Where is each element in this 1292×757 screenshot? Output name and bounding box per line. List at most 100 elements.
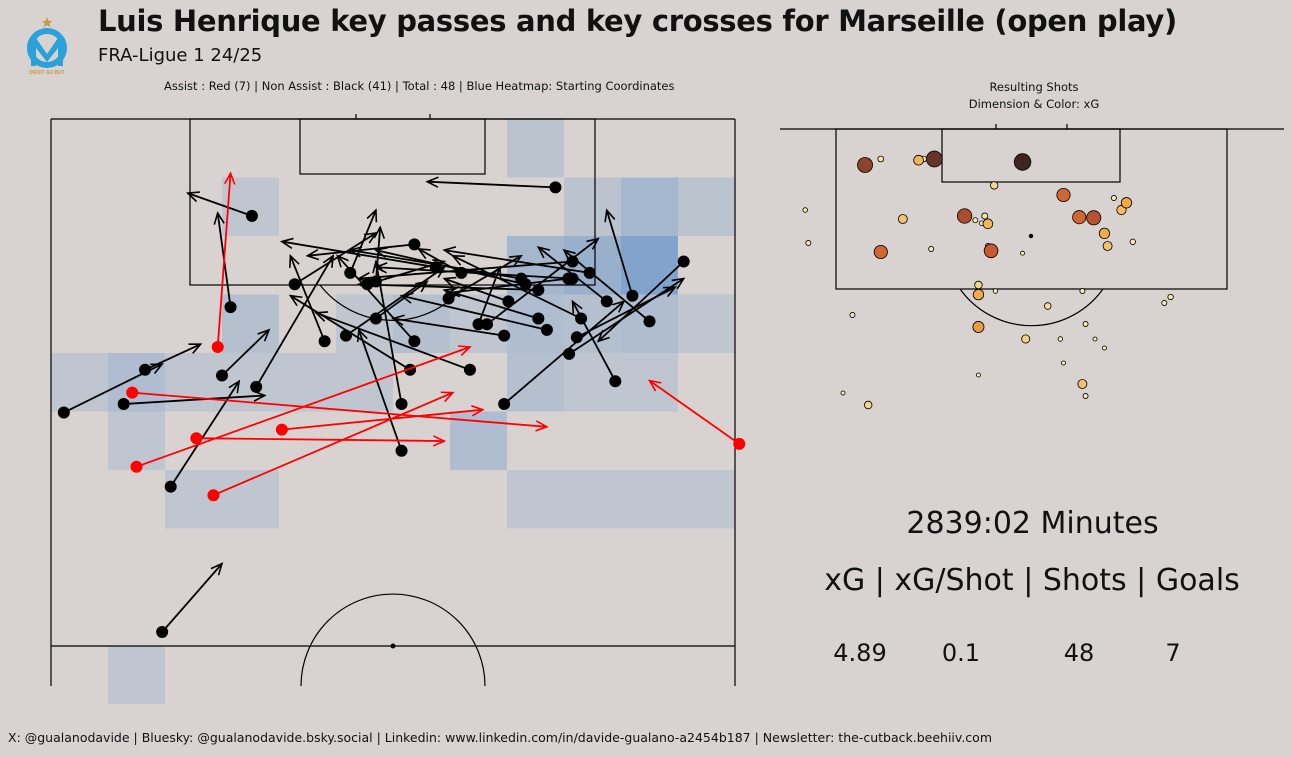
heatmap-cell [678,177,735,236]
shot-point [1057,336,1064,342]
shot-point [1102,345,1107,351]
key-pass-line [451,254,582,320]
key-pass-line [314,311,471,371]
key-pass-start [609,375,622,388]
shot-point [1077,379,1088,389]
key-pass-start [395,398,408,410]
key-pass-line [372,259,403,405]
shot-point [805,240,812,246]
marseille-logo: DROIT AU BUT [27,17,67,76]
shot-point [972,321,985,333]
assist-pass-line [213,391,455,497]
key-pass-start [600,295,613,308]
shots-six-yard-box [941,128,1121,183]
chart-title: Luis Henrique key passes and key crosses… [98,4,1177,38]
key-pass-line [571,299,617,382]
key-pass-line [446,277,569,298]
key-pass-line [169,379,241,488]
footer-credits: X: @gualanodavide | Bluesky: @gualanodav… [8,730,992,745]
shot-point [983,243,999,259]
key-pass-line [374,246,526,286]
key-pass-start [164,480,177,493]
key-pass-start [626,289,639,302]
key-pass-start [117,398,130,410]
logo-o-ring [27,28,67,68]
key-pass-line [536,246,608,303]
shot-point [840,390,846,396]
centre-circle [300,593,486,687]
stat-goals: 7 [1165,639,1181,667]
heatmap-cell [621,236,678,295]
shot-point [972,217,979,224]
shot-point [981,212,989,220]
stats-header: xG | xG/Shot | Shots | Goals [824,563,1240,598]
key-pass-start [643,315,656,328]
assist-pass-start [211,341,224,353]
heatmap-cell [564,470,621,529]
shot-point [1129,238,1136,245]
shot-point [1079,288,1086,294]
assist-pass-start [733,437,746,450]
key-pass-start [224,301,237,314]
shot-point [1092,336,1098,342]
key-pass-start [532,284,545,296]
key-pass-start [318,335,331,348]
assist-pass-line [136,345,472,468]
key-pass-start [344,266,357,279]
assist-pass-line [216,171,236,348]
key-pass-line [596,260,685,343]
shots [802,150,1174,410]
key-pass-line [305,243,415,261]
shot-point [802,207,808,213]
shot-point [990,181,999,190]
key-pass-line [399,292,548,331]
key-pass-start [395,444,408,457]
shots-penalty-arc [959,288,1104,327]
stat-xg: 4.89 [833,639,887,667]
heatmap-cell [279,353,336,412]
key-pass-line [255,254,335,388]
legend-text: Assist : Red (7) | Non Assist : Black (4… [164,79,675,93]
shots-panel-heading: Resulting Shots [989,80,1079,94]
shot-point [928,246,935,252]
shot-point [1120,197,1133,209]
shot-point [913,154,924,166]
heatmap [51,119,735,704]
assist-pass-line [281,405,485,431]
assist-pass-start [190,432,203,445]
key-pass-line [503,300,626,405]
key-pass-start [408,335,421,348]
key-pass-line [391,314,505,337]
key-pass-line [289,254,326,342]
minutes-played: 2839:02 Minutes [906,506,1159,541]
stat-xg-per-shot: 0.1 [941,639,981,667]
six-yard-box [299,118,486,175]
shot-point [1110,195,1117,201]
shot-point [849,312,856,318]
key-pass-line [221,328,271,377]
key-pass-start [408,238,421,251]
key-pass-start [442,292,455,305]
heatmap-cell [678,294,735,353]
key-pass-start [245,209,258,222]
key-pass-start [532,312,545,325]
shot-point [1161,300,1168,306]
heatmap-cell [507,353,564,412]
shot-point [873,244,888,260]
left-pitch [50,114,746,704]
heatmap-cell [165,353,222,412]
logo-motto: DROIT AU BUT [29,70,65,76]
key-pass-line [345,266,446,337]
shot-point [972,288,985,301]
heatmap-cell [621,353,678,412]
key-pass-start [339,329,352,342]
heatmap-cell [222,177,279,236]
shot-point [992,288,999,294]
key-pass-start [562,272,575,285]
heatmap-cell [621,470,678,529]
star-icon [41,17,53,28]
key-pass-start [481,318,494,331]
key-pass-line [185,191,253,217]
key-pass-start [540,323,553,336]
